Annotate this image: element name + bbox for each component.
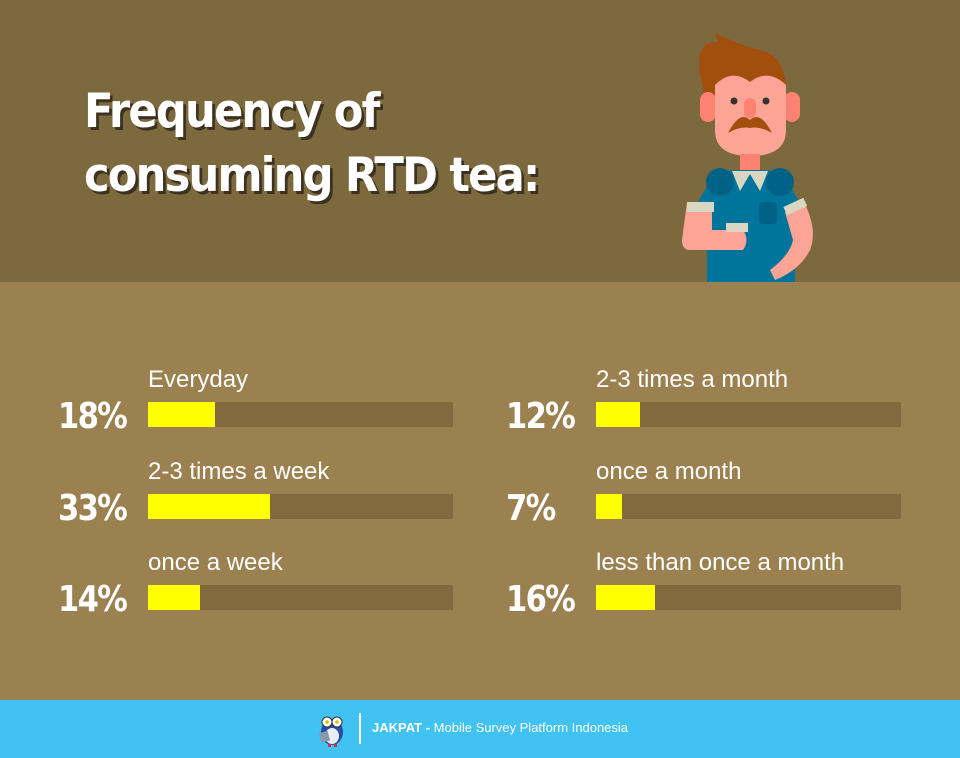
page-title: Frequency of consuming RTD tea:	[84, 80, 540, 208]
man-illustration	[682, 33, 813, 282]
bar-value-label: 7%	[506, 488, 556, 529]
footer-divider	[359, 713, 361, 744]
bar-value-label: 14%	[58, 579, 128, 620]
bar-track	[596, 494, 901, 519]
bar-row: 7% once a month	[506, 458, 906, 538]
bar-value-label: 33%	[58, 488, 128, 529]
title-line-2: consuming RTD tea:	[84, 148, 540, 203]
bar-fill	[148, 494, 271, 519]
bar-category-label: less than once a month	[596, 549, 845, 576]
bar-fill	[596, 402, 641, 427]
bar-fill	[148, 402, 215, 427]
title-line-1: Frequency of	[84, 84, 380, 139]
jakpat-owl-logo	[318, 716, 343, 747]
bar-category-label: Everyday	[148, 366, 249, 393]
bar-category-label: once a month	[596, 458, 742, 485]
bar-row: 12% 2-3 times a month	[506, 366, 906, 446]
bar-track	[596, 402, 901, 427]
bar-row: 18% Everyday	[58, 366, 458, 446]
bar-row: 14% once a week	[58, 549, 458, 629]
bar-track	[148, 585, 453, 610]
bar-row: 16% less than once a month	[506, 549, 906, 629]
bar-fill	[148, 585, 200, 610]
bar-value-label: 18%	[58, 396, 128, 437]
bar-fill	[596, 494, 622, 519]
bar-track	[148, 494, 453, 519]
bar-category-label: 2-3 times a week	[148, 458, 330, 485]
footer-brand: JAKPAT -	[372, 720, 431, 735]
bar-value-label: 12%	[506, 396, 576, 437]
footer-text: JAKPAT - Mobile Survey Platform Indonesi…	[372, 720, 628, 735]
footer: JAKPAT - Mobile Survey Platform Indonesi…	[0, 700, 960, 758]
bar-row: 33% 2-3 times a week	[58, 458, 458, 538]
bar-category-label: once a week	[148, 549, 283, 576]
footer-tagline: Mobile Survey Platform Indonesia	[433, 720, 629, 735]
bar-value-label: 16%	[506, 579, 576, 620]
header-panel: Frequency of consuming RTD tea:	[0, 0, 960, 282]
bar-category-label: 2-3 times a month	[596, 366, 789, 393]
bar-track	[148, 402, 453, 427]
chart-area	[0, 282, 960, 700]
bar-fill	[596, 585, 656, 610]
bar-track	[596, 585, 901, 610]
